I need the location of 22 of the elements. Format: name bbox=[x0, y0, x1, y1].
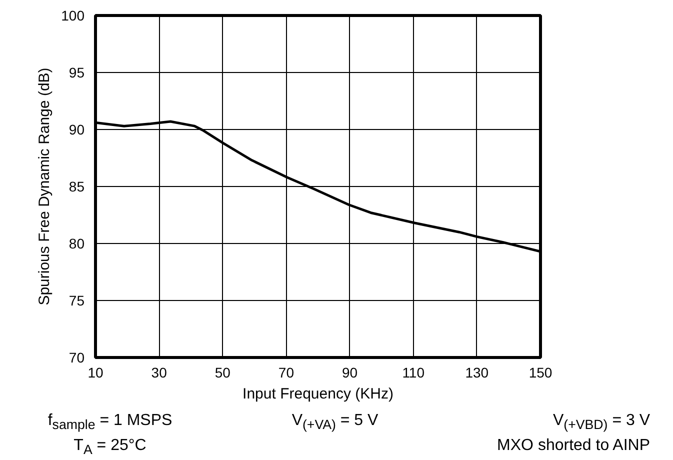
text: MXO shorted to AINP bbox=[496, 436, 650, 456]
y-tick-label: 75 bbox=[68, 292, 85, 308]
x-tick-label: 150 bbox=[528, 364, 552, 380]
text: V$_{(+VA)}$ = 5 V bbox=[290, 411, 380, 434]
x-axis-title: Input Frequency (KHz) bbox=[242, 386, 394, 402]
text: V$_{(+VBD)}$ = 3 V bbox=[552, 411, 650, 434]
y-tick-label: 100 bbox=[61, 8, 85, 24]
y-tick-label: 90 bbox=[68, 122, 85, 138]
y-tick-label: 95 bbox=[68, 64, 85, 80]
y-axis-title: Spurious Free Dynamic Range (dB) bbox=[36, 68, 54, 306]
y-tick-label: 70 bbox=[68, 350, 85, 366]
x-tick-label: 10 bbox=[88, 364, 104, 380]
y-tick-label: 85 bbox=[68, 178, 85, 194]
x-tick-label: 70 bbox=[278, 364, 294, 380]
x-tick-label: 130 bbox=[465, 364, 489, 380]
text: f$_{sample}$ = 1 MSPS bbox=[46, 411, 174, 434]
x-tick-label: 110 bbox=[402, 364, 425, 380]
y-tick-label: 80 bbox=[68, 236, 85, 252]
x-tick-label: 50 bbox=[214, 364, 231, 380]
x-tick-label: 90 bbox=[342, 364, 358, 380]
text: T$_{A}$ = 25°C bbox=[72, 436, 148, 460]
x-tick-label: 30 bbox=[151, 364, 168, 380]
